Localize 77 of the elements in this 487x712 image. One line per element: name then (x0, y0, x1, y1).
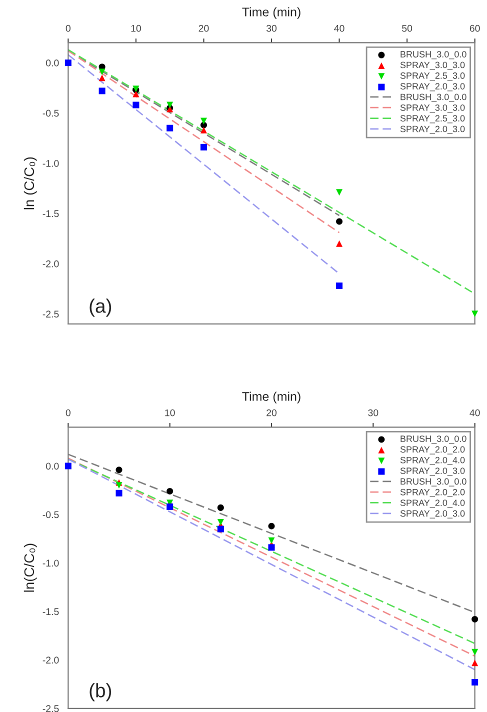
point (166, 102, 174, 108)
point (116, 482, 122, 489)
point (472, 648, 478, 656)
point (268, 544, 275, 551)
x-tick-label: 60 (470, 24, 480, 32)
point (217, 504, 224, 511)
x-tick-label: 20 (198, 24, 209, 32)
y-axis-title: ln (C/C₀) (24, 157, 37, 210)
point (336, 240, 343, 247)
point (98, 68, 106, 76)
legend-label: SPRAY_2.0_3.0 (400, 83, 465, 92)
y-tick-label: 0.0 (46, 462, 59, 470)
point (472, 679, 478, 686)
point (472, 616, 478, 622)
point (98, 88, 106, 94)
legend-label: SPRAY_3.0_3.0 (400, 104, 465, 113)
legend-label: SPRAY_2.0_4.0 (400, 500, 465, 508)
x-tick-label: 50 (402, 24, 412, 32)
y-tick-label: -1.5 (42, 210, 59, 218)
annotation: (a) (90, 298, 112, 317)
legend-label: SPRAY_2.0_2.0 (400, 446, 465, 454)
y-tick-label: -2.5 (42, 310, 59, 318)
y-tick-label: -0.5 (42, 511, 59, 518)
x-tick-label: 20 (266, 409, 277, 416)
point (166, 503, 174, 510)
legend-label: SPRAY_2.0_3.0 (400, 468, 465, 476)
point (472, 660, 478, 666)
legend-label: BRUSH_3.0_0.0 (400, 94, 466, 102)
x-tick-label: 0 (66, 24, 71, 32)
y-tick-label: 0.0 (46, 60, 59, 66)
point (116, 466, 122, 474)
legend-label: BRUSH_3.0_0.0 (400, 478, 466, 486)
x-axis-title: Time (min) (242, 392, 300, 404)
legend-label: SPRAY_2.0_3.0 (400, 126, 465, 134)
legend-label: SPRAY_2.0_3.0 (400, 510, 465, 518)
point (217, 518, 224, 526)
x-tick-label: 30 (266, 24, 277, 32)
legend-label: SPRAY_3.0_3.0 (400, 62, 465, 70)
y-tick-label: -2.0 (42, 260, 59, 268)
point (336, 218, 343, 225)
legend-label: SPRAY_2.0_2.0 (400, 488, 465, 498)
x-axis-title: Time (min) (242, 7, 300, 19)
point (268, 522, 275, 530)
legend-label: SPRAY_2.5_3.0 (400, 72, 465, 81)
point (200, 144, 207, 150)
x-tick-label: 10 (165, 409, 175, 416)
point (200, 118, 207, 124)
point (166, 488, 174, 494)
y-tick-label: -1.5 (42, 608, 59, 616)
point (98, 74, 106, 82)
y-tick-label: -0.5 (42, 110, 59, 117)
legend-label: SPRAY_2.5_3.0 (400, 115, 465, 124)
point (472, 310, 478, 318)
point (132, 102, 140, 108)
legend-label: BRUSH_3.0_0.0 (400, 436, 466, 444)
point (116, 490, 122, 496)
point (217, 526, 224, 532)
legend-label: SPRAY_2.0_4.0 (400, 456, 465, 466)
y-tick-label: -2.0 (42, 656, 59, 664)
legend-label: BRUSH_3.0_0.0 (400, 51, 466, 60)
point (200, 126, 207, 134)
x-tick-label: 0 (66, 409, 71, 416)
point (336, 189, 343, 196)
x-tick-label: 30 (368, 409, 378, 416)
y-tick-label: -2.5 (42, 705, 59, 712)
point (166, 124, 174, 132)
point (336, 282, 343, 290)
annotation: (b) (90, 683, 112, 702)
point (268, 537, 275, 544)
y-tick-label: -1.0 (42, 560, 59, 567)
point (64, 462, 72, 470)
point (64, 60, 72, 66)
x-tick-label: 40 (470, 409, 480, 416)
y-tick-label: -1.0 (42, 160, 59, 167)
x-tick-label: 40 (334, 24, 344, 32)
y-axis-title: ln(C/C₀) (24, 544, 37, 592)
x-tick-label: 10 (131, 24, 141, 32)
